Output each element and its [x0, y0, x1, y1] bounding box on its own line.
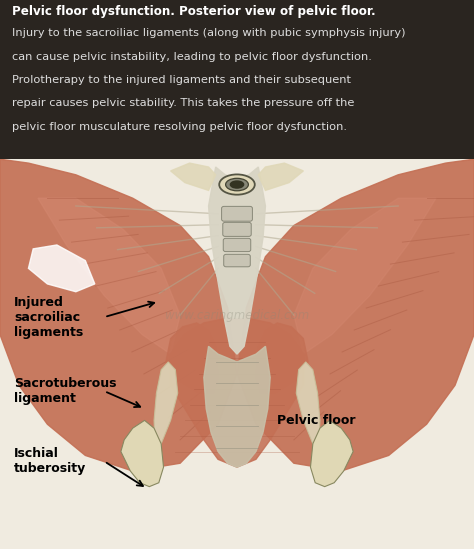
Text: Sacrotuberous
ligament: Sacrotuberous ligament: [14, 377, 117, 405]
Polygon shape: [204, 346, 270, 467]
Polygon shape: [38, 198, 180, 354]
Text: Ischial
tuberosity: Ischial tuberosity: [14, 447, 86, 475]
FancyBboxPatch shape: [223, 238, 251, 251]
Polygon shape: [209, 167, 265, 354]
Ellipse shape: [219, 175, 255, 195]
Polygon shape: [237, 159, 474, 471]
FancyBboxPatch shape: [221, 206, 252, 221]
Text: repair causes pelvic stability. This takes the pressure off the: repair causes pelvic stability. This tak…: [12, 98, 354, 108]
Text: pelvic floor musculature resolving pelvic floor dysfunction.: pelvic floor musculature resolving pelvi…: [12, 122, 347, 132]
Text: Pelvic floor dysfunction. Posterior view of pelvic floor.: Pelvic floor dysfunction. Posterior view…: [12, 5, 375, 18]
Polygon shape: [154, 362, 178, 444]
Ellipse shape: [226, 178, 248, 191]
Polygon shape: [171, 163, 216, 191]
Polygon shape: [171, 319, 303, 467]
Polygon shape: [294, 198, 436, 354]
Text: Injury to the sacroiliac ligaments (along with pubic symphysis injury): Injury to the sacroiliac ligaments (alon…: [12, 28, 405, 38]
Text: www.caringmedical.com: www.caringmedical.com: [165, 309, 309, 322]
Polygon shape: [310, 421, 353, 486]
Polygon shape: [166, 323, 218, 393]
FancyBboxPatch shape: [223, 222, 251, 237]
Text: can cause pelvic instability, leading to pelvic floor dysfunction.: can cause pelvic instability, leading to…: [12, 52, 372, 61]
Polygon shape: [0, 159, 237, 471]
FancyBboxPatch shape: [224, 254, 250, 267]
Polygon shape: [121, 421, 164, 486]
Ellipse shape: [230, 181, 244, 188]
Polygon shape: [258, 163, 303, 191]
Polygon shape: [296, 362, 320, 444]
Polygon shape: [256, 323, 308, 393]
Text: Pelvic floor: Pelvic floor: [277, 414, 356, 427]
Text: Injured
sacroiliac
ligaments: Injured sacroiliac ligaments: [14, 295, 83, 339]
Text: Prolotherapy to the injured ligaments and their subsequent: Prolotherapy to the injured ligaments an…: [12, 75, 351, 85]
Polygon shape: [28, 245, 95, 292]
